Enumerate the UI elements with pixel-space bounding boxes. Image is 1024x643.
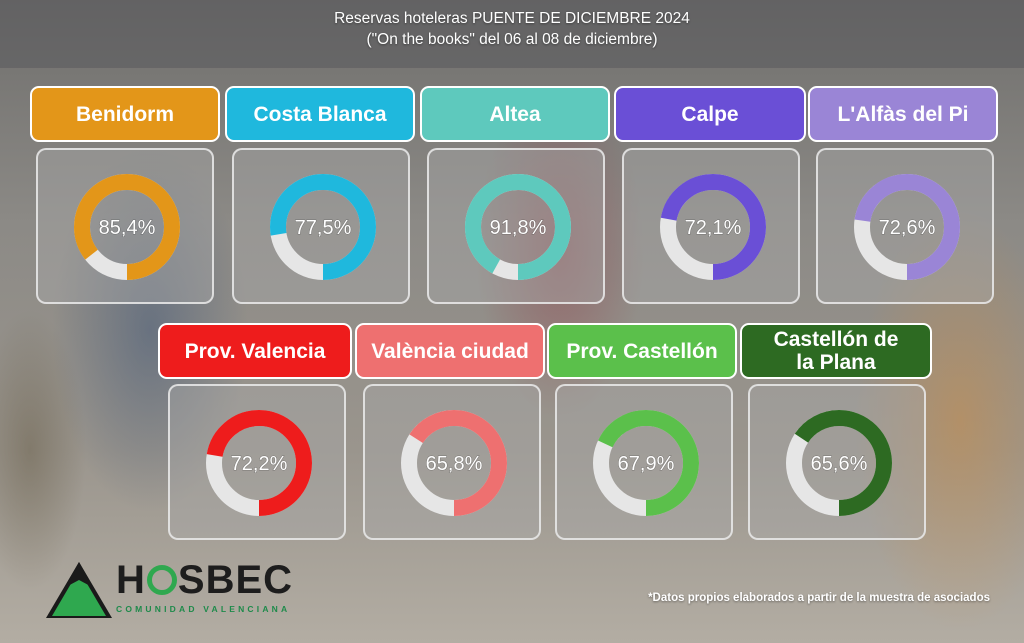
- donut-prov-valencia: 72,2%: [206, 410, 312, 516]
- donut-valencia-ciudad: 65,8%: [401, 410, 507, 516]
- label-calpe: Calpe: [614, 86, 806, 142]
- donut-panel-altea: 91,8%: [427, 148, 605, 304]
- label-castellon-de-la-plana: Castellón de la Plana: [740, 323, 932, 379]
- donut-panel-costa-blanca: 77,5%: [232, 148, 410, 304]
- donut-value-arc-benidorm: [74, 174, 180, 280]
- label-lalfas-del-pi: L'Alfàs del Pi: [808, 86, 998, 142]
- donut-value-label-valencia-ciudad: 65,8%: [426, 453, 483, 475]
- label-costa-blanca: Costa Blanca: [225, 86, 415, 142]
- label-prov-valencia: Prov. Valencia: [158, 323, 352, 379]
- donut-value-arc-prov-castellon: [593, 410, 699, 516]
- donut-prov-castellon: 67,9%: [593, 410, 699, 516]
- donut-value-label-calpe: 72,1%: [685, 217, 742, 239]
- donut-panel-valencia-ciudad: 65,8%: [363, 384, 541, 540]
- donut-value-label-benidorm: 85,4%: [99, 217, 156, 239]
- donut-altea: 91,8%: [465, 174, 571, 280]
- logo-word-start: H: [116, 558, 146, 602]
- donut-value-arc-prov-valencia: [206, 410, 312, 516]
- donut-panel-prov-castellon: 67,9%: [555, 384, 733, 540]
- donut-value-label-lalfas-del-pi: 72,6%: [879, 217, 936, 239]
- donut-value-label-costa-blanca: 77,5%: [295, 217, 352, 239]
- label-prov-castellon: Prov. Castellón: [547, 323, 737, 379]
- donut-panel-prov-valencia: 72,2%: [168, 384, 346, 540]
- hosbec-logo: H SBEC COMUNIDAD VALENCIANA: [44, 556, 294, 622]
- label-valencia-ciudad: València ciudad: [355, 323, 545, 379]
- mountain-logo-icon: [46, 562, 112, 618]
- donut-value-label-altea: 91,8%: [490, 217, 547, 239]
- donut-calpe: 72,1%: [660, 174, 766, 280]
- donut-value-arc-castellon-de-la-plana: [786, 410, 892, 516]
- logo-wordmark: H SBEC: [116, 558, 293, 602]
- footnote: *Datos propios elaborados a partir de la…: [648, 592, 990, 604]
- donut-value-arc-lalfas-del-pi: [854, 174, 960, 280]
- donut-value-arc-altea: [465, 174, 571, 280]
- donut-value-label-prov-castellon: 67,9%: [618, 453, 675, 475]
- donut-benidorm: 85,4%: [74, 174, 180, 280]
- title-band: [0, 0, 1024, 68]
- donut-panel-benidorm: 85,4%: [36, 148, 214, 304]
- donut-value-label-castellon-de-la-plana: 65,6%: [811, 453, 868, 475]
- donut-panel-castellon-de-la-plana: 65,6%: [748, 384, 926, 540]
- chart-title: Reservas hoteleras PUENTE DE DICIEMBRE 2…: [0, 8, 1024, 50]
- donut-value-arc-costa-blanca: [270, 174, 376, 280]
- donut-lalfas-del-pi: 72,6%: [854, 174, 960, 280]
- donut-panel-lalfas-del-pi: 72,6%: [816, 148, 994, 304]
- donut-value-arc-valencia-ciudad: [401, 410, 507, 516]
- chart-subtitle: ("On the books" del 06 al 08 de diciembr…: [366, 31, 658, 48]
- logo-o-ring-icon: [146, 565, 177, 595]
- logo-subtitle: COMUNIDAD VALENCIANA: [116, 604, 291, 614]
- title-prefix: Reservas hoteleras: [334, 10, 472, 27]
- donut-panel-calpe: 72,1%: [622, 148, 800, 304]
- donut-value-label-prov-valencia: 72,2%: [231, 453, 288, 475]
- label-altea: Altea: [420, 86, 610, 142]
- title-highlight: PUENTE DE DICIEMBRE 2024: [471, 10, 690, 27]
- logo-word-end: SBEC: [177, 558, 294, 602]
- donut-castellon-de-la-plana: 65,6%: [786, 410, 892, 516]
- donut-value-arc-calpe: [660, 174, 766, 280]
- donut-costa-blanca: 77,5%: [270, 174, 376, 280]
- label-benidorm: Benidorm: [30, 86, 220, 142]
